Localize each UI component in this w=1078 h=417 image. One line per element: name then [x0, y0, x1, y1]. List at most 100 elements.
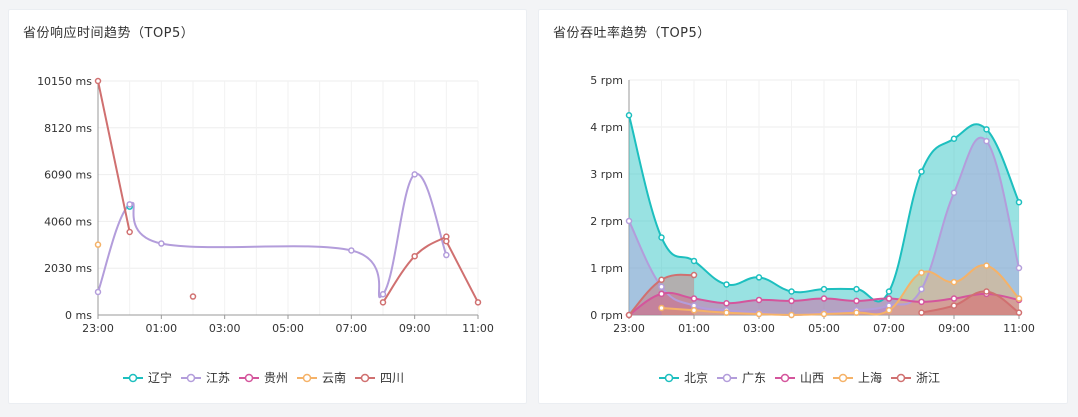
legend-marker	[360, 373, 370, 383]
data-point[interactable]	[126, 201, 133, 208]
data-point[interactable]	[658, 283, 665, 291]
data-point[interactable]	[94, 241, 102, 248]
x-tick-label: 11:00	[1003, 322, 1035, 335]
data-point[interactable]	[625, 311, 633, 319]
data-point[interactable]	[983, 137, 990, 145]
series-area	[661, 265, 1019, 315]
response-time-panel: 省份响应时间趋势（TOP5） 0 ms 2030 ms 4060 ms 6090 ms…	[8, 9, 527, 404]
legend-item[interactable]: 北京	[659, 371, 708, 385]
data-point[interactable]	[443, 251, 450, 259]
data-point[interactable]	[918, 285, 925, 293]
x-tick-label: 03:00	[209, 322, 241, 335]
legend-item[interactable]: 山西	[775, 371, 824, 385]
legend-item[interactable]: 广东	[717, 371, 766, 385]
y-tick-label: 0 ms	[65, 309, 92, 322]
data-point[interactable]	[723, 281, 730, 288]
data-point[interactable]	[788, 297, 795, 305]
data-point[interactable]	[723, 309, 730, 316]
legend-item[interactable]: 云南	[297, 370, 346, 385]
data-point[interactable]	[411, 252, 418, 260]
data-point[interactable]	[820, 295, 828, 302]
legend-label: 辽宁	[148, 370, 172, 385]
data-point[interactable]	[950, 135, 958, 142]
legend-label: 上海	[858, 370, 882, 385]
data-point[interactable]	[885, 307, 893, 314]
data-point[interactable]	[885, 288, 893, 295]
data-point[interactable]	[1015, 309, 1023, 316]
legend-label: 贵州	[264, 371, 288, 385]
series-line	[445, 240, 479, 303]
x-tick-label: 01:00	[678, 322, 710, 335]
x-tick-label: 09:00	[399, 322, 431, 335]
data-point[interactable]	[474, 299, 482, 306]
data-point[interactable]	[918, 309, 925, 316]
legend-item[interactable]: 上海	[833, 370, 882, 385]
legend-marker	[838, 373, 848, 383]
data-point[interactable]	[983, 262, 990, 269]
data-point[interactable]	[820, 285, 828, 293]
data-point[interactable]	[625, 112, 633, 119]
x-tick-label: 07:00	[873, 322, 905, 335]
data-point[interactable]	[918, 168, 925, 175]
data-point[interactable]	[950, 189, 958, 197]
data-point[interactable]	[126, 228, 133, 236]
data-point[interactable]	[443, 237, 450, 245]
data-point[interactable]	[189, 293, 197, 300]
data-point[interactable]	[94, 77, 102, 85]
data-point[interactable]	[658, 276, 665, 283]
y-tick-label: 6090 ms	[44, 169, 92, 182]
x-tick-label: 23:00	[613, 322, 645, 335]
data-point[interactable]	[690, 295, 698, 302]
legend-item[interactable]: 四川	[355, 371, 404, 385]
data-point[interactable]	[94, 288, 102, 296]
data-point[interactable]	[918, 269, 925, 276]
data-point[interactable]	[788, 311, 795, 319]
data-point[interactable]	[755, 296, 763, 304]
data-point[interactable]	[853, 285, 860, 293]
legend-item[interactable]: 浙江	[891, 371, 940, 385]
series-area	[629, 137, 1019, 315]
legend-marker	[186, 373, 196, 383]
data-point[interactable]	[348, 247, 355, 254]
legend-item[interactable]: 贵州	[239, 371, 288, 385]
y-tick-label: 10150 ms	[37, 75, 92, 88]
x-tick-label: 23:00	[82, 322, 114, 335]
legend-item[interactable]: 江苏	[181, 371, 230, 385]
data-point[interactable]	[658, 234, 665, 241]
legend-item[interactable]: 辽宁	[123, 370, 172, 385]
legend-marker	[244, 373, 254, 383]
data-point[interactable]	[788, 288, 795, 295]
data-point[interactable]	[918, 298, 925, 306]
data-point[interactable]	[158, 240, 165, 247]
data-point[interactable]	[1015, 198, 1023, 206]
data-point[interactable]	[983, 288, 990, 295]
data-point[interactable]	[690, 271, 698, 279]
legend-label: 山西	[800, 371, 824, 385]
data-point[interactable]	[755, 310, 763, 318]
data-point[interactable]	[658, 304, 665, 312]
data-point[interactable]	[853, 309, 860, 316]
data-point[interactable]	[885, 295, 893, 302]
data-point[interactable]	[411, 171, 418, 178]
x-tick-label: 05:00	[808, 322, 840, 335]
data-point[interactable]	[690, 307, 698, 314]
data-point[interactable]	[658, 290, 665, 298]
legend-label: 四川	[380, 371, 404, 385]
data-point[interactable]	[1015, 295, 1023, 302]
legend-label: 北京	[684, 371, 708, 385]
data-point[interactable]	[1015, 264, 1023, 272]
data-point[interactable]	[950, 278, 958, 286]
data-point[interactable]	[723, 300, 730, 307]
data-point[interactable]	[379, 299, 387, 306]
response-time-chart: 0 ms 2030 ms 4060 ms 6090 ms 8120 ms 10150 ms…	[37, 75, 494, 385]
data-point[interactable]	[950, 295, 958, 302]
data-point[interactable]	[950, 302, 958, 309]
data-point[interactable]	[820, 310, 828, 318]
data-point[interactable]	[983, 126, 990, 133]
data-point[interactable]	[755, 274, 763, 281]
data-point[interactable]	[690, 257, 698, 265]
series-line	[97, 80, 131, 233]
data-point[interactable]	[379, 291, 387, 298]
data-point[interactable]	[625, 217, 633, 225]
data-point[interactable]	[853, 297, 860, 305]
